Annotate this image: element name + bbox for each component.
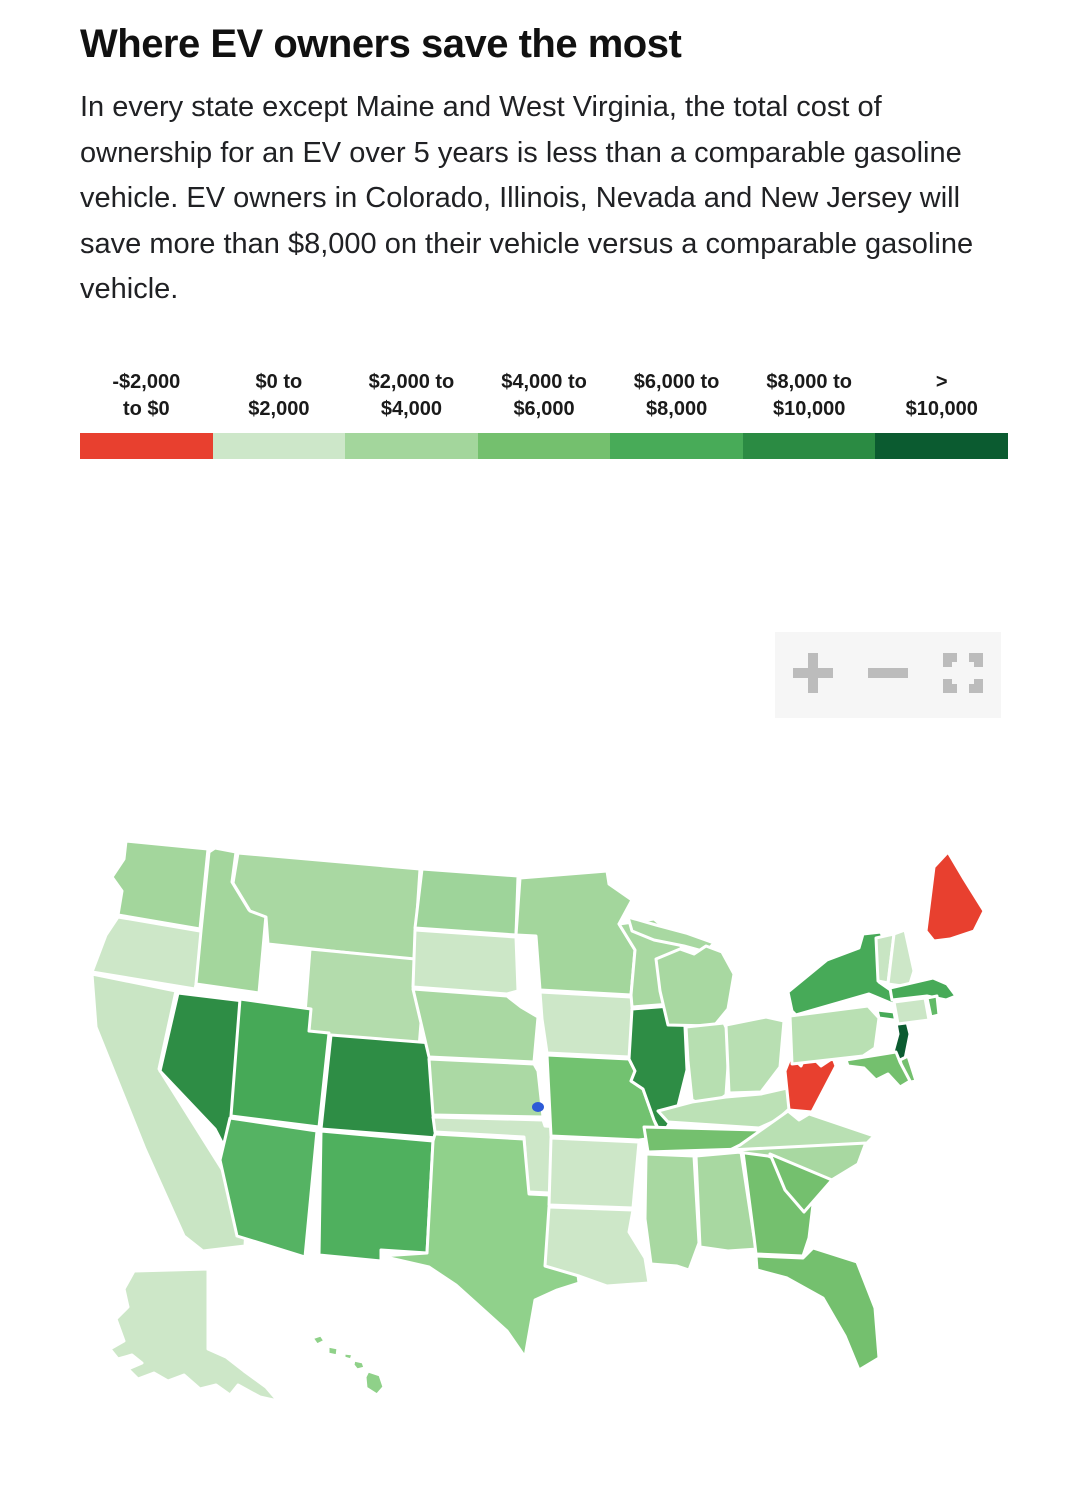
state-florida[interactable] bbox=[754, 1246, 881, 1372]
intro-paragraph: In every state except Maine and West Vir… bbox=[80, 91, 974, 306]
state-maine[interactable] bbox=[924, 850, 986, 943]
legend-swatch bbox=[212, 432, 346, 459]
state-arkansas[interactable] bbox=[547, 1136, 641, 1210]
state-iowa[interactable] bbox=[538, 990, 645, 1059]
state-mississippi[interactable] bbox=[643, 1152, 701, 1272]
state-indiana[interactable] bbox=[684, 1021, 732, 1110]
map-zoom-controls bbox=[775, 632, 1001, 718]
state-massachusetts[interactable] bbox=[888, 976, 958, 1002]
state-washington[interactable] bbox=[110, 839, 210, 931]
legend-label: $6,000 to $8,000 bbox=[633, 370, 720, 420]
state-hawaii[interactable] bbox=[326, 1344, 340, 1358]
legend-swatch bbox=[345, 432, 478, 459]
legend-color-bar bbox=[80, 432, 1009, 459]
state-alaska[interactable] bbox=[108, 1267, 280, 1403]
legend-swatch bbox=[875, 432, 1009, 459]
map-legend: -$2,000 to $0 $0 to $2,000 $2,000 to $4,000… bbox=[80, 369, 1009, 459]
state-louisiana[interactable] bbox=[543, 1205, 651, 1288]
plus-icon bbox=[791, 651, 835, 700]
state-michigan[interactable] bbox=[654, 944, 736, 1028]
legend-swatch bbox=[477, 432, 611, 459]
state-pennsylvania[interactable] bbox=[788, 1004, 881, 1066]
us-choropleth-map bbox=[88, 818, 1008, 1470]
legend-label: $4,000 to $6,000 bbox=[501, 370, 587, 420]
legend-label: > $10,000 bbox=[905, 370, 978, 420]
state-rhode-island[interactable] bbox=[925, 994, 941, 1019]
legend-swatch bbox=[80, 432, 213, 459]
state-utah[interactable] bbox=[229, 997, 331, 1129]
state-arizona[interactable] bbox=[218, 1116, 319, 1259]
legend-label: $0 to $2,000 bbox=[248, 370, 310, 420]
legend-swatch bbox=[610, 432, 743, 459]
state-virginia[interactable] bbox=[728, 1109, 876, 1152]
legend-label: -$2,000 to $0 bbox=[112, 370, 181, 420]
map-marker-dot[interactable] bbox=[532, 1102, 544, 1112]
state-north-dakota[interactable] bbox=[413, 867, 520, 937]
state-idaho[interactable] bbox=[194, 846, 268, 995]
zoom-out-button[interactable] bbox=[864, 651, 912, 699]
state-kansas[interactable] bbox=[427, 1057, 545, 1119]
zoom-in-button[interactable] bbox=[789, 651, 837, 699]
legend-label: $8,000 to $10,000 bbox=[766, 370, 852, 420]
state-hawaii[interactable] bbox=[363, 1369, 386, 1397]
fullscreen-icon bbox=[943, 652, 984, 698]
state-south-dakota[interactable] bbox=[411, 928, 520, 996]
state-connecticut[interactable] bbox=[892, 996, 931, 1026]
us-map-svg bbox=[90, 839, 986, 1403]
legend-label: $2,000 to $4,000 bbox=[368, 370, 455, 420]
fullscreen-button[interactable] bbox=[939, 651, 987, 699]
state-south-carolina[interactable] bbox=[768, 1152, 834, 1214]
state-nebraska[interactable] bbox=[411, 987, 540, 1064]
state-hawaii[interactable] bbox=[351, 1358, 367, 1372]
page-title: Where EV owners save the most bbox=[80, 22, 682, 66]
legend-swatch bbox=[742, 432, 876, 459]
legend-labels: -$2,000 to $0 $0 to $2,000 $2,000 to $4,000… bbox=[80, 369, 1008, 423]
state-california[interactable] bbox=[90, 972, 249, 1253]
state-minnesota[interactable] bbox=[514, 869, 637, 997]
state-new-mexico[interactable] bbox=[317, 1129, 435, 1263]
state-hawaii[interactable] bbox=[310, 1333, 327, 1347]
state-new-hampshire[interactable] bbox=[886, 928, 916, 989]
state-ohio[interactable] bbox=[724, 1015, 786, 1095]
state-hawaii[interactable] bbox=[342, 1351, 355, 1362]
state-maryland[interactable] bbox=[844, 1050, 912, 1089]
minus-icon bbox=[866, 651, 910, 700]
